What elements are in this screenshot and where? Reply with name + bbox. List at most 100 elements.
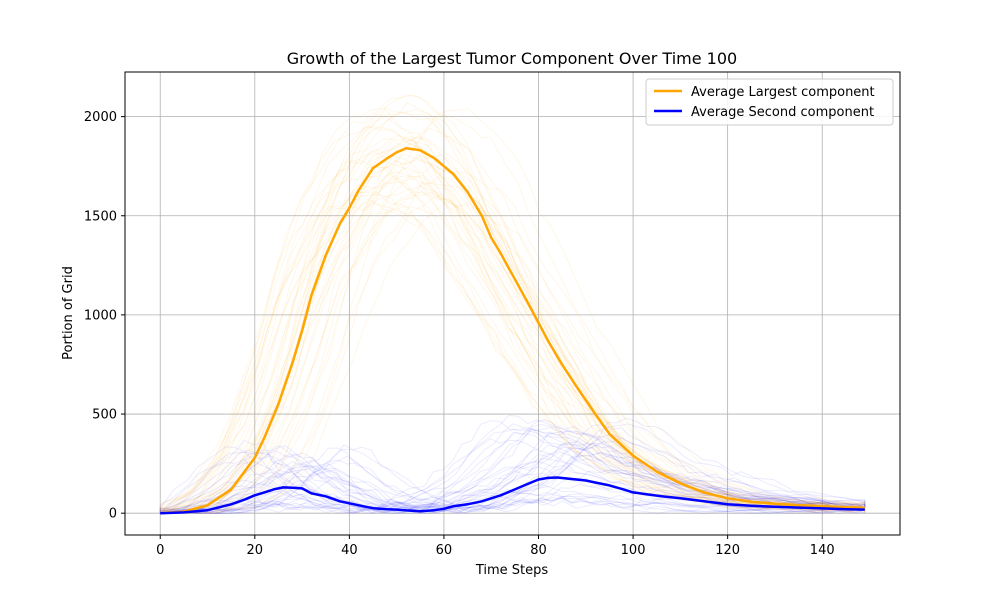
run-curve-largest: [159, 193, 823, 515]
run-curve-second: [181, 440, 866, 514]
run-curve-largest: [159, 159, 819, 514]
run-curve-largest: [160, 149, 831, 514]
x-tick-label: 140: [810, 543, 835, 558]
run-curve-second: [202, 451, 866, 514]
y-tick-label: 2000: [84, 110, 117, 125]
run-curve-second: [214, 434, 866, 514]
run-curve-largest: [159, 126, 835, 514]
run-curve-second: [183, 497, 866, 514]
run-curve-second: [160, 460, 852, 512]
axes: 0 20 40 60 80 100 120 140 0 500 1000 1500 2000: [84, 71, 901, 558]
run-curve-largest: [159, 126, 827, 515]
run-curve-largest: [159, 191, 821, 514]
individual-run-curves: [159, 94, 866, 515]
y-tick-label: 500: [92, 408, 117, 423]
run-curve-second: [160, 470, 832, 514]
run-curve-second: [176, 443, 866, 514]
average-series: [160, 147, 865, 515]
y-tick-label: 1500: [84, 209, 117, 224]
run-curve-second: [159, 457, 842, 513]
run-curve-largest: [186, 163, 866, 514]
chart-title: Growth of the Largest Tumor Component Ov…: [287, 49, 737, 68]
legend-label-second: Average Second component: [691, 105, 874, 120]
run-curve-largest: [170, 159, 866, 513]
x-tick-label: 120: [715, 543, 740, 558]
x-tick-label: 100: [621, 543, 646, 558]
run-curve-largest: [159, 138, 843, 514]
run-curve-second: [191, 483, 866, 514]
run-curve-largest: [160, 111, 863, 513]
run-curve-largest: [165, 137, 866, 514]
legend-label-largest: Average Largest component: [691, 85, 875, 100]
legend-box: [645, 78, 894, 126]
run-curve-largest: [196, 193, 866, 514]
run-curve-largest: [174, 190, 866, 514]
run-curve-second: [194, 442, 866, 514]
run-curve-largest: [159, 181, 844, 514]
run-curve-second: [160, 427, 858, 514]
plot-frame: [124, 71, 901, 536]
run-curve-largest: [159, 112, 831, 513]
run-curve-largest: [160, 107, 855, 512]
run-curve-second: [172, 493, 866, 514]
run-curve-second: [160, 423, 859, 514]
run-curve-largest: [159, 148, 835, 514]
run-curve-second: [159, 428, 821, 514]
run-curve-largest: [208, 108, 866, 514]
run-curve-largest: [182, 127, 866, 514]
run-curve-second: [175, 446, 865, 513]
run-curve-second: [170, 429, 865, 512]
run-curve-second: [215, 437, 866, 514]
run-curve-largest: [159, 166, 828, 513]
run-curve-largest: [210, 200, 866, 514]
run-curve-largest: [159, 202, 832, 514]
run-curve-second: [210, 469, 866, 514]
run-curve-second: [160, 495, 859, 514]
y-tick-label: 0: [109, 507, 117, 522]
legend: Average Largest component Average Second…: [645, 78, 894, 126]
run-curve-second: [159, 466, 827, 514]
run-curve-second: [160, 488, 816, 514]
run-curve-second: [159, 428, 840, 514]
run-curve-second: [162, 451, 865, 513]
run-curve-largest: [160, 94, 859, 514]
run-curve-largest: [185, 182, 866, 514]
run-curve-second: [192, 455, 866, 514]
run-curve-second: [159, 420, 808, 512]
run-curve-largest: [206, 169, 866, 513]
run-curve-largest: [160, 171, 855, 514]
run-curve-second: [159, 490, 835, 514]
run-curve-second: [169, 441, 865, 513]
run-curve-largest: [163, 174, 865, 514]
run-curve-second: [160, 496, 841, 514]
run-curve-second: [159, 438, 808, 512]
run-curve-second: [170, 430, 866, 513]
run-curve-largest: [159, 107, 829, 514]
run-curve-second: [159, 431, 833, 514]
run-curve-second: [165, 497, 865, 514]
run-curve-largest: [197, 114, 866, 514]
run-curve-largest: [160, 205, 863, 514]
series-line-largest: [160, 147, 865, 515]
run-curve-second: [159, 414, 826, 514]
y-tick-label: 1000: [84, 308, 117, 323]
x-tick-label: 40: [341, 543, 358, 558]
run-curve-largest: [160, 108, 861, 513]
x-tick-label: 0: [156, 543, 164, 558]
run-curve-second: [159, 494, 795, 514]
x-axis-label: Time Steps: [475, 563, 549, 578]
x-tick-label: 20: [247, 543, 264, 558]
run-curve-largest: [159, 161, 848, 512]
run-curve-largest: [161, 102, 865, 514]
run-curve-second: [229, 417, 866, 512]
x-tick-label: 80: [530, 543, 547, 558]
run-curve-second: [159, 423, 830, 513]
series-line-second: [160, 476, 865, 515]
x-tick-label: 60: [436, 543, 453, 558]
y-axis-label: Portion of Grid: [61, 266, 76, 360]
run-curve-second: [220, 423, 866, 513]
run-curve-largest: [175, 190, 866, 514]
run-curve-largest: [159, 199, 831, 511]
